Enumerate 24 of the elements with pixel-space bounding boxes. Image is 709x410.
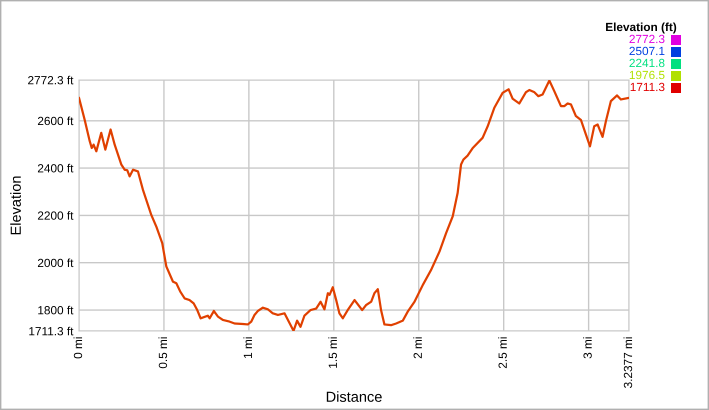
x-tick-label: 1.5 mi bbox=[328, 337, 337, 368]
color-bar-title: Elevation (ft) bbox=[606, 22, 676, 34]
y-tick-label: 2772.3 ft bbox=[28, 76, 74, 84]
color-bar-label: 2241.8 bbox=[629, 58, 664, 68]
y-tick-label: 1711.3 ft bbox=[29, 326, 74, 336]
x-tick-label: 0 mi bbox=[74, 337, 82, 358]
color-bar-label: 2772.3 bbox=[629, 34, 664, 44]
y-tick-label: 2400 ft bbox=[38, 164, 74, 172]
y-tick-label: 2000 ft bbox=[38, 258, 74, 268]
y-tick-label: 2600 ft bbox=[38, 116, 74, 126]
color-bar-label: 2507.1 bbox=[629, 46, 664, 56]
x-tick-label: 3 mi bbox=[583, 337, 592, 358]
y-axis-title: Elevation bbox=[10, 176, 21, 234]
color-bar-label: 1976.5 bbox=[630, 70, 665, 80]
y-tick-label: 2200 ft bbox=[38, 211, 74, 220]
y-tick-label: 1800 ft bbox=[38, 306, 74, 314]
x-tick-label: 3.2377 mi bbox=[623, 337, 632, 388]
line-series bbox=[79, 80, 629, 331]
x-axis-title: Distance bbox=[326, 391, 382, 402]
x-tick-label: 2 mi bbox=[413, 337, 422, 358]
x-tick-label: 1 mi bbox=[243, 337, 252, 358]
x-tick-label: 2.5 mi bbox=[498, 337, 507, 368]
x-tick-label: 0.5 mi bbox=[158, 337, 168, 368]
color-bar-label: 1711.3 bbox=[630, 82, 664, 92]
